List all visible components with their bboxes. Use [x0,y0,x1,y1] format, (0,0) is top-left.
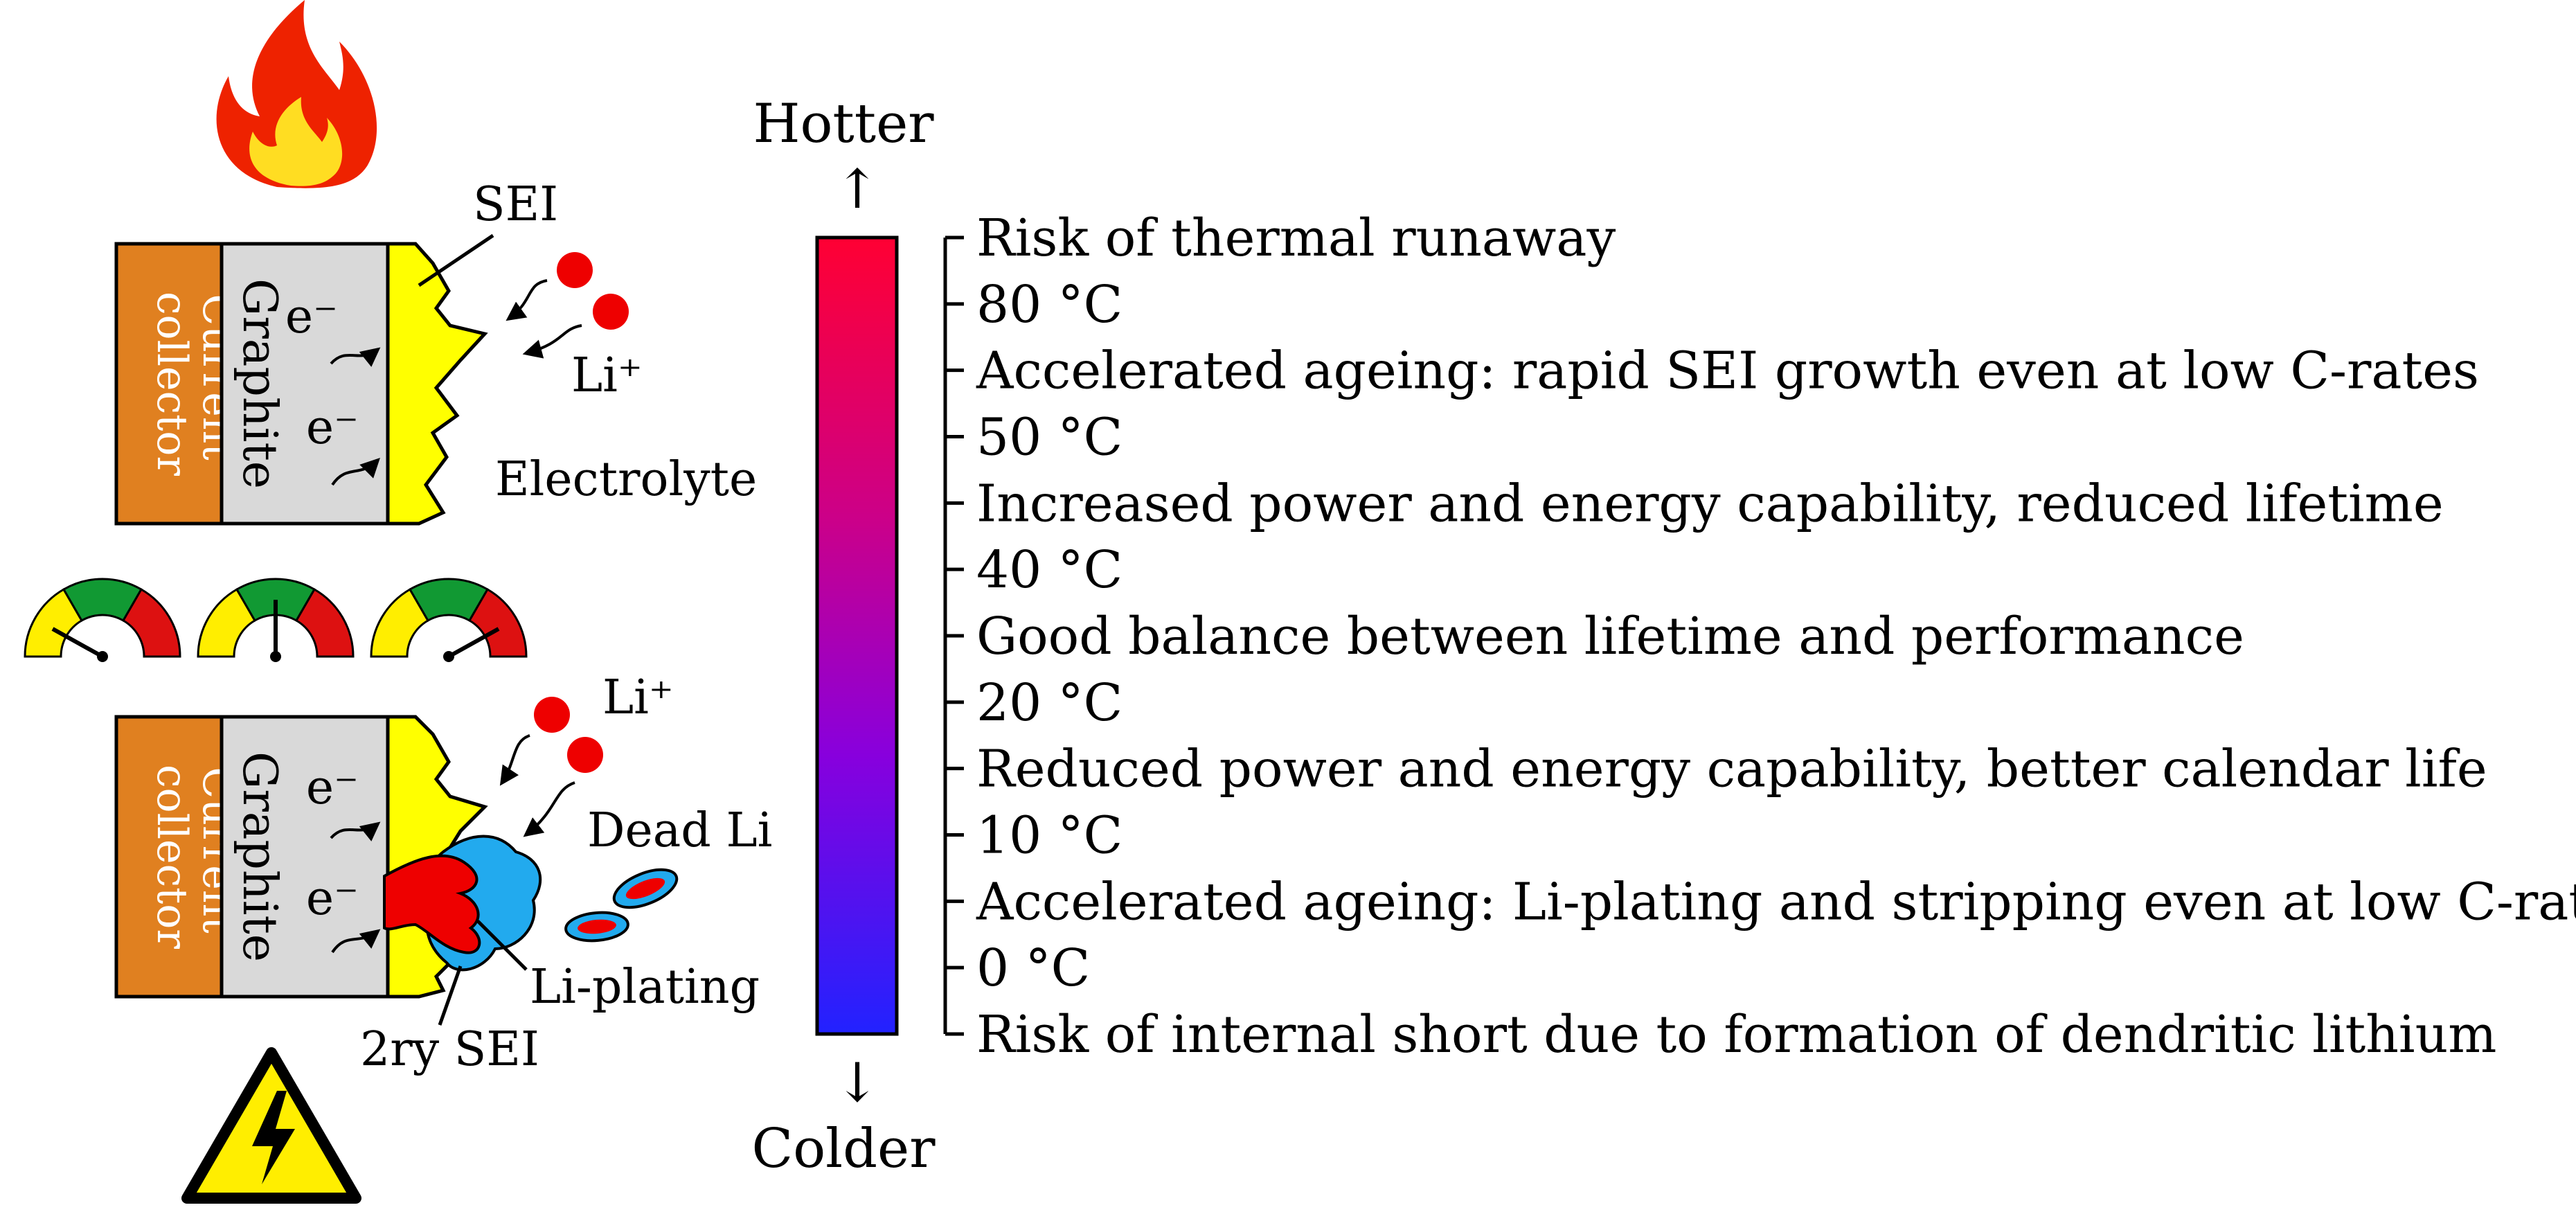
li-ion-arrow [499,734,530,786]
scale-description: Reduced power and energy capability, bet… [976,740,2487,799]
graphite-layer [220,715,390,999]
scale-description: Accelerated ageing: rapid SEI growth eve… [976,341,2479,401]
high-voltage-warning-icon [181,1047,361,1204]
current-collector [114,242,224,526]
li-ion-arrow [506,279,548,321]
temperature-label: 50 °C [976,408,1122,467]
current-collector-label: collector [147,765,196,949]
scale-description: Increased power and energy capability, r… [976,474,2444,533]
secondary-sei-label: 2ry SEI [360,1022,539,1077]
top-cell: Current collector Graphite e⁻ e⁻ SEI Li⁺… [114,177,757,526]
secondary-sei-layer [383,854,481,954]
li-ion-arrow [522,324,582,359]
scale-description: Risk of internal short due to formation … [976,1005,2496,1064]
li-plating-label: Li-plating [530,960,760,1015]
li-ion-label: Li⁺ [602,670,674,725]
li-ion [557,252,593,288]
temperature-label: 20 °C [976,673,1122,733]
scale-description: Good balance between lifetime and perfor… [976,607,2244,666]
current-collector [114,715,224,999]
gauge-high-icon [370,578,528,662]
electron-label: e⁻ [285,289,338,344]
dead-li-particles [564,868,679,943]
sei-pointer [418,233,494,287]
electron-arrow [331,458,380,486]
gauge-low-icon [24,578,181,662]
temperature-label: 10 °C [976,806,1122,866]
electron-arrow [331,929,381,954]
graphite-label: Graphite [232,751,287,962]
fire-icon [216,0,377,188]
li-ion-label: Li⁺ [571,348,643,403]
gauge-mid-icon [197,578,355,662]
li-ion-arrow [523,781,575,837]
electron-arrow [330,347,381,367]
hotter-arrow: ↑ [834,159,879,221]
temperature-label: 40 °C [976,540,1122,600]
electrolyte-label: Electrolyte [495,452,757,507]
scale-description: Risk of thermal runaway [976,208,1616,268]
bottom-cell: Current collector Graphite e⁻ e⁻ Li⁺ Dea… [114,670,772,1077]
li-ion [593,294,629,330]
li-ion [534,697,570,733]
temperature-gradient-bar [815,235,899,1036]
dead-li-label: Dead Li [587,803,772,858]
colder-arrow: ↓ [834,1052,879,1114]
secondary-sei-pointer [438,965,463,1026]
temperature-label: 0 °C [976,938,1090,998]
electron-label: e⁻ [306,871,359,926]
current-collector-label: collector [147,292,196,476]
sei-layer [386,242,488,526]
electron-label: e⁻ [306,760,359,815]
sei-label: SEI [473,177,558,232]
temperature-scale: Hotter ↑ ↓ Colder Risk of thermal runawa… [752,93,2576,1180]
graphite-label: Graphite [232,278,287,489]
scale-description: Accelerated ageing: Li-plating and strip… [976,872,2576,932]
temperature-label: 80 °C [976,275,1122,335]
colder-label: Colder [752,1118,936,1180]
li-plating-pointer [476,920,528,971]
hotter-label: Hotter [753,93,934,155]
electron-label: e⁻ [306,400,359,455]
li-ion [567,737,603,773]
electron-arrow [330,821,381,841]
